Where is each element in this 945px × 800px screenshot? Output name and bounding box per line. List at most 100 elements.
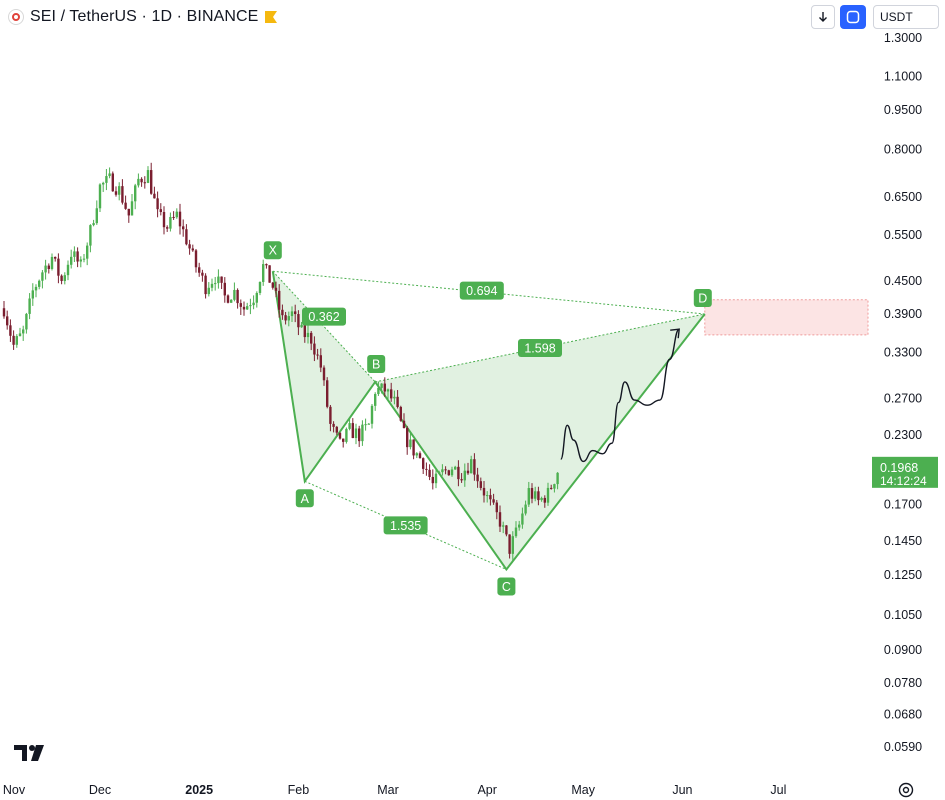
candle-body (124, 202, 127, 209)
candle-body (409, 439, 412, 448)
x-tick-label: Dec (89, 783, 111, 797)
candle-body (73, 251, 76, 257)
candle-body (380, 383, 383, 388)
y-tick-label: 0.1250 (884, 568, 922, 582)
candle-body (415, 453, 418, 456)
point-label-x-text: X (269, 244, 278, 258)
candle-body (258, 281, 262, 293)
candle-body (108, 173, 111, 177)
candle-body (454, 466, 457, 470)
ratio-badge-xd: 0.694 (459, 281, 504, 300)
candle-body (271, 282, 274, 288)
candle-body (63, 275, 66, 281)
candle-body (543, 497, 546, 503)
candle-body (98, 184, 102, 209)
candle-body (374, 394, 377, 406)
candle-body (518, 524, 521, 528)
sei-coin-icon (8, 9, 24, 25)
tradingview-logo-icon (14, 745, 44, 761)
candle-body (114, 191, 118, 195)
last-price-value: 0.1968 (880, 461, 918, 475)
candle-body (31, 290, 34, 299)
x-tick-label: Apr (477, 783, 496, 797)
ratio-badge-xd-bg (459, 281, 504, 300)
ratio-badge-bd-bg (518, 338, 562, 357)
candle-body (172, 216, 175, 218)
candle-body (470, 459, 473, 474)
target-zone-layer (704, 299, 869, 336)
symbol-title[interactable]: SEI / TetherUS · 1D · BINANCE (30, 8, 259, 25)
candle-body (191, 248, 194, 251)
candle-body (22, 329, 25, 334)
price-axis[interactable]: 1.3000 1.1000 0.9500 0.8000 0.6500 0.5500 0.45… (872, 31, 938, 754)
candle-body (2, 308, 6, 317)
candle-body (473, 459, 476, 475)
last-price-countdown: 14:12:24 (880, 474, 927, 488)
candle-body (246, 306, 249, 310)
point-label-b: B (367, 354, 386, 373)
candle-body (25, 313, 28, 330)
candle-body (486, 495, 489, 497)
candle-body (393, 396, 396, 399)
candle-body (82, 258, 86, 260)
scroll-down-button[interactable] (811, 5, 835, 29)
candle-body (12, 335, 15, 345)
candle-body (345, 428, 348, 442)
point-label-d-text: D (698, 292, 707, 306)
currency-button[interactable]: USDT (873, 5, 939, 29)
candle-body (329, 406, 332, 424)
candle-body (351, 423, 354, 439)
candle-body (28, 298, 31, 314)
chart-header: SEI / TetherUS · 1D · BINANCE (8, 6, 278, 28)
candle-body (425, 468, 428, 470)
candle-body (204, 275, 207, 295)
candle-body (127, 208, 130, 216)
candle-body (313, 343, 316, 355)
ratio-badge-ac-text: 1.535 (390, 519, 421, 533)
x-tick-label: Nov (3, 783, 26, 797)
candle-body (546, 487, 550, 503)
ratio-badge-bd: 1.598 (518, 338, 562, 357)
candle-body (489, 495, 492, 500)
flag-icon[interactable] (264, 10, 278, 24)
gear-icon[interactable] (896, 780, 916, 800)
candle-body (252, 302, 255, 306)
candle-body (390, 389, 393, 399)
y-tick-label: 0.9500 (884, 103, 922, 117)
candle-body (92, 223, 95, 226)
candle-body (364, 424, 367, 426)
sync-button[interactable] (840, 5, 866, 29)
ratio-badge-bd-text: 1.598 (524, 341, 555, 355)
time-axis[interactable]: Nov Dec 2025 Feb Mar Apr May Jun Jul (3, 783, 787, 797)
candle-body (377, 387, 380, 395)
candle-body (214, 283, 217, 285)
candle-body (210, 283, 214, 288)
candle-body (514, 527, 518, 537)
y-tick-label: 0.3900 (884, 307, 922, 321)
y-tick-label: 0.3300 (884, 345, 922, 359)
candle-body (361, 424, 364, 442)
candle-body (418, 453, 422, 459)
bcd-triangle (375, 314, 705, 570)
y-tick-label: 0.0590 (884, 740, 922, 754)
point-label-d: D (693, 289, 712, 308)
point-label-d-bg (693, 289, 712, 308)
candle-body (540, 497, 543, 501)
point-label-b-bg (367, 354, 386, 373)
candle-body (194, 250, 198, 268)
candle-body (450, 469, 454, 476)
y-tick-label: 0.8000 (884, 142, 922, 156)
arrow-down-icon (819, 12, 827, 22)
candle-body (332, 423, 335, 427)
candle-body (15, 336, 18, 345)
candle-body (482, 487, 486, 496)
candle-body (553, 484, 556, 489)
projection-arrowhead (670, 328, 680, 339)
candle-body (492, 499, 495, 503)
candle-body (319, 355, 322, 368)
candle-body (66, 264, 70, 276)
candle-body (284, 315, 287, 321)
candle-body (383, 383, 386, 392)
